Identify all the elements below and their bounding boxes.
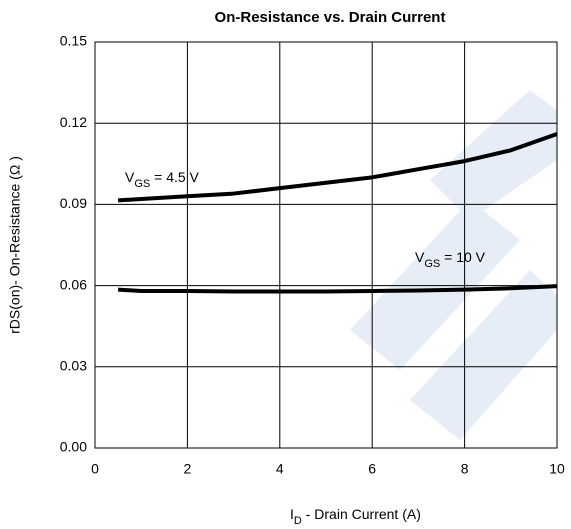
x-tick-label: 0 bbox=[91, 461, 99, 477]
annotation: VGS = 10 V bbox=[415, 249, 486, 270]
annotation-part: GS bbox=[424, 258, 440, 270]
annotation-part: = 4.5 V bbox=[150, 169, 199, 185]
chart-title: On-Resistance vs. Drain Current bbox=[215, 9, 446, 26]
annotation-part: V bbox=[415, 249, 425, 265]
series-line bbox=[117, 132, 558, 203]
y-tick-label: 0.15 bbox=[60, 33, 87, 49]
y-tick-label: 0.09 bbox=[60, 195, 87, 211]
watermark bbox=[350, 90, 557, 440]
x-axis-label-part: D bbox=[294, 515, 302, 527]
x-tick-label: 10 bbox=[549, 461, 565, 477]
x-tick-label: 4 bbox=[276, 461, 284, 477]
x-tick-label: 6 bbox=[368, 461, 376, 477]
x-axis-label-part: - Drain Current (A) bbox=[302, 506, 421, 522]
x-tick-label: 2 bbox=[184, 461, 192, 477]
annotation-part: = 10 V bbox=[440, 249, 485, 265]
annotation: VGS = 4.5 V bbox=[125, 169, 200, 190]
y-tick-label: 0.00 bbox=[60, 439, 87, 455]
series-line bbox=[117, 284, 558, 294]
y-tick-label: 0.12 bbox=[60, 114, 87, 130]
x-axis-label: ID - Drain Current (A) bbox=[290, 506, 421, 527]
x-tick-label: 8 bbox=[461, 461, 469, 477]
annotation-part: GS bbox=[134, 178, 150, 190]
annotation-part: V bbox=[125, 169, 135, 185]
plot-frame bbox=[94, 41, 558, 449]
x-axis-label-part: I bbox=[290, 506, 294, 522]
y-tick-label: 0.06 bbox=[60, 276, 87, 292]
y-tick-label: 0.03 bbox=[60, 358, 87, 374]
y-axis-label: rDS(on)- On-Resistance (Ω ) bbox=[7, 156, 23, 334]
